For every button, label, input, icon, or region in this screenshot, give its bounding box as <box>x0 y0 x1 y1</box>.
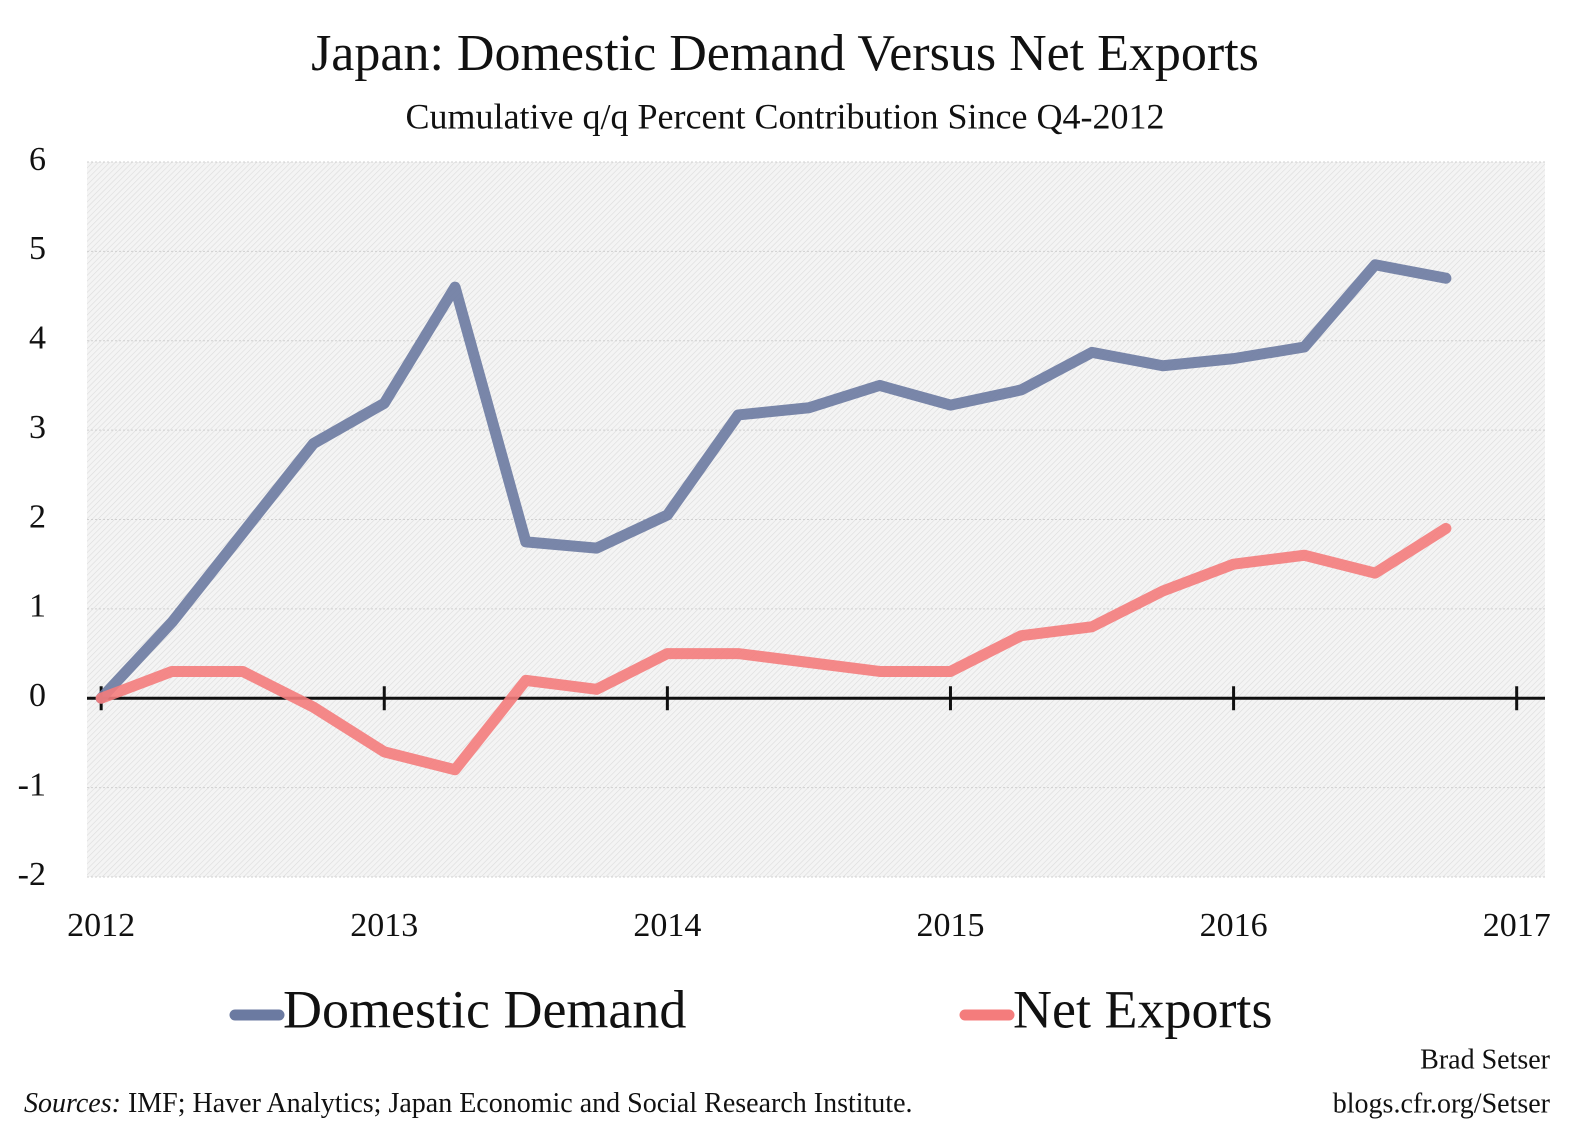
y-tick-label: 4 <box>29 320 46 357</box>
x-tick-label: 2015 <box>916 907 984 944</box>
site: blogs.cfr.org/Setser <box>1333 1088 1551 1119</box>
sources: Sources: IMF; Haver Analytics; Japan Eco… <box>24 1088 913 1119</box>
series-line <box>95 522 1452 776</box>
y-tick-label: 1 <box>29 588 46 625</box>
sources-text: IMF; Haver Analytics; Japan Economic and… <box>128 1088 913 1119</box>
x-tick-label: 2013 <box>350 907 418 944</box>
x-tick-label: 2016 <box>1200 907 1268 944</box>
chart-subtitle: Cumulative q/q Percent Contribution Sinc… <box>406 96 1165 136</box>
x-tick-label: 2014 <box>633 907 701 944</box>
x-tick-label: 2012 <box>67 907 135 944</box>
y-tick-label: -1 <box>18 766 46 803</box>
y-tick-label: -2 <box>18 856 46 893</box>
series-line <box>95 259 1452 704</box>
y-tick-label: 6 <box>29 141 46 178</box>
legend-label: Net Exports <box>1013 979 1272 1039</box>
y-tick-label: 3 <box>29 409 46 446</box>
y-tick-label: 2 <box>29 498 46 535</box>
y-tick-label: 0 <box>29 677 46 714</box>
y-tick-label: 5 <box>29 230 46 267</box>
x-tick-label: 2017 <box>1483 907 1551 944</box>
author: Brad Setser <box>1420 1044 1551 1075</box>
sources-label: Sources: <box>24 1088 121 1119</box>
legend-label: Domestic Demand <box>283 979 686 1039</box>
chart-title: Japan: Domestic Demand Versus Net Export… <box>311 25 1259 82</box>
